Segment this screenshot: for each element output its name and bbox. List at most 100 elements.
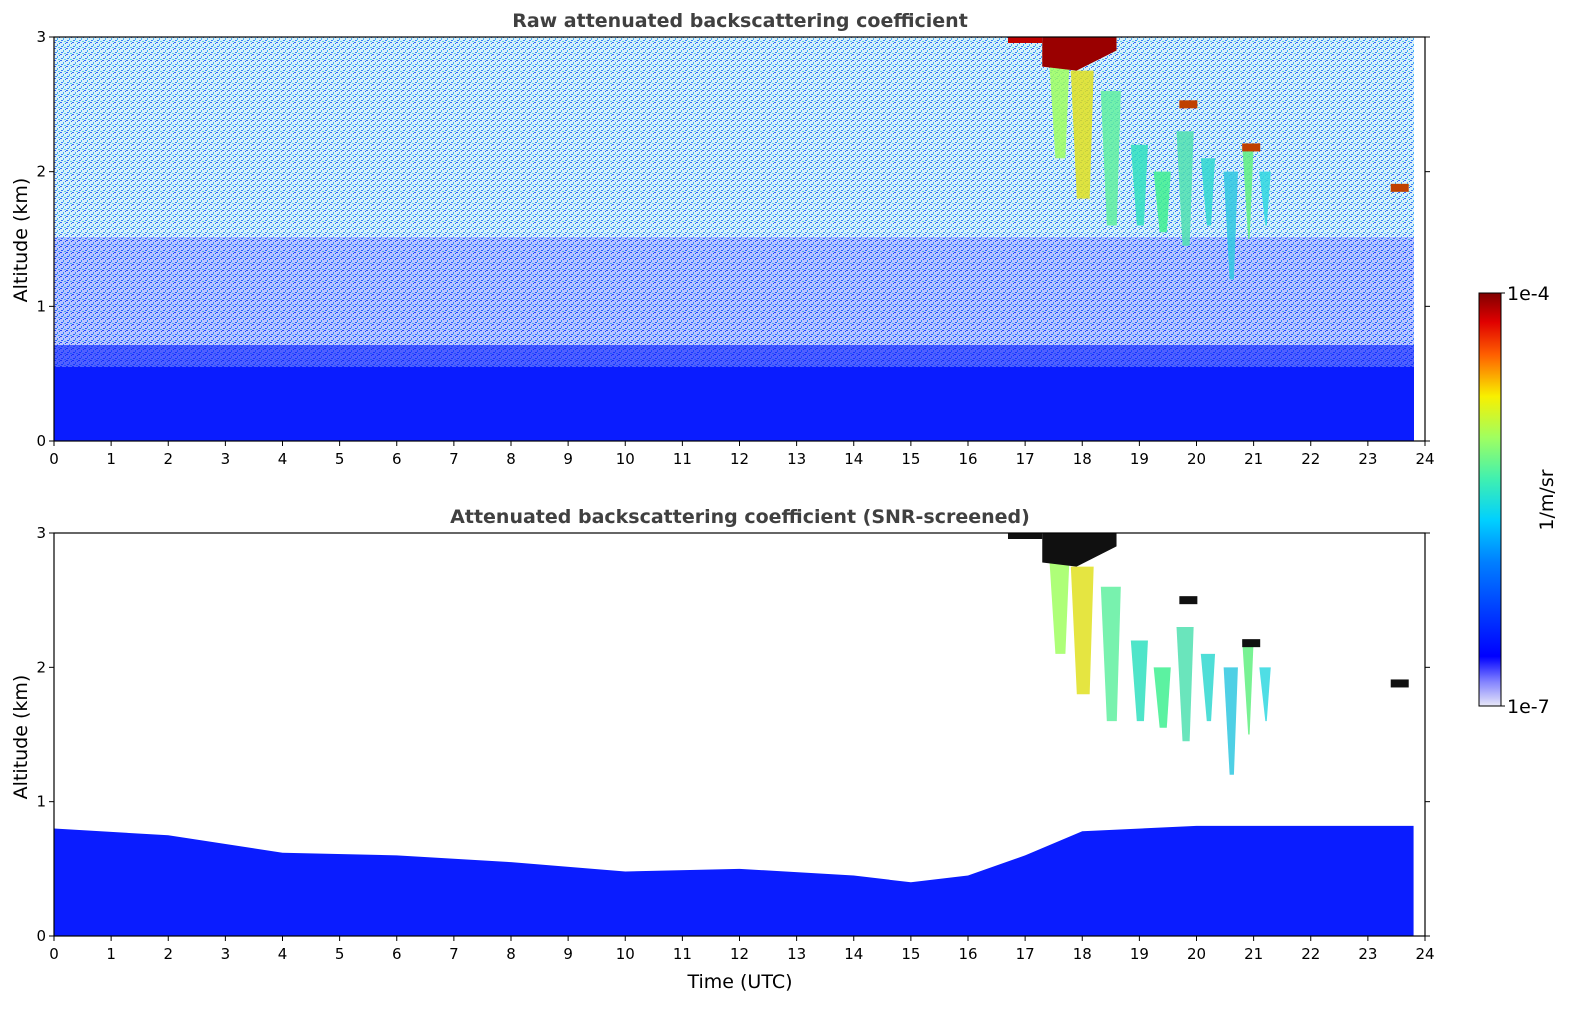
x-tick-label: 9 [563, 450, 573, 468]
cloud-virga-raw [1007, 37, 1409, 280]
x-tick-label: 11 [673, 450, 692, 468]
y-axis-snr: 0 1 2 3 [36, 524, 1430, 945]
x-tick-label: 17 [1016, 945, 1035, 963]
x-tick-label: 3 [221, 945, 231, 963]
colorbar-max-label: 1e-4 [1507, 283, 1550, 305]
x-tick-label: 7 [449, 945, 459, 963]
cloud-streak [1242, 640, 1254, 735]
panel-snr: Attenuated backscattering coefficient (S… [10, 506, 1435, 993]
x-tick-label: 7 [449, 450, 459, 468]
cloud-streak [1100, 586, 1121, 722]
x-tick-label: 20 [1187, 450, 1206, 468]
y-tick-label: 2 [36, 163, 46, 181]
panel-raw: Raw attenuated backscattering coefficien… [10, 10, 1435, 468]
cloud-streak [1200, 158, 1216, 226]
y-tick-label: 1 [36, 793, 46, 811]
x-tick-label: 4 [278, 450, 288, 468]
x-tick-label: 13 [787, 450, 806, 468]
cloud-streak [1223, 667, 1238, 775]
surface-aerosol-layer [54, 367, 1414, 441]
colorbar-gradient [1478, 292, 1502, 707]
x-axis-raw: 0 1 2 3 4 5 6 7 8 9 10 11 12 13 14 15 16 17 18 19 20 21 22 23 24 [49, 441, 1435, 468]
cloud-top-fragment [1007, 37, 1043, 43]
cloud-streak [1070, 566, 1094, 695]
colorbar-label: 1/m/sr [1536, 469, 1558, 530]
x-tick-label: 19 [1130, 450, 1149, 468]
x-tick-label: 23 [1358, 450, 1377, 468]
y-axis-label-raw: Altitude (km) [10, 178, 32, 303]
cloud-streak [1153, 667, 1171, 728]
x-tick-label: 20 [1187, 945, 1206, 963]
y-tick-label: 3 [36, 524, 46, 542]
x-tick-label: 23 [1358, 945, 1377, 963]
x-tick-label: 0 [49, 945, 59, 963]
cloud-streak [1176, 131, 1194, 246]
x-tick-label: 9 [563, 945, 573, 963]
x-tick-label: 14 [844, 450, 863, 468]
boundary-layer [54, 825, 1414, 936]
panel-title-raw: Raw attenuated backscattering coefficien… [512, 10, 968, 32]
x-tick-label: 11 [673, 945, 692, 963]
cloud-streak [1153, 171, 1171, 233]
cloud-patch [1242, 143, 1261, 152]
x-axis-label: Time (UTC) [686, 971, 792, 993]
x-tick-label: 21 [1244, 450, 1263, 468]
plot-area-raw [53, 36, 1426, 442]
y-axis-raw: 0 1 2 3 [36, 28, 1430, 450]
x-tick-label: 15 [901, 945, 920, 963]
x-tick-label: 18 [1073, 450, 1092, 468]
x-tick-label: 22 [1301, 450, 1320, 468]
cloud-streak [1200, 653, 1216, 722]
x-tick-label: 21 [1244, 945, 1263, 963]
cloud-streak [1049, 63, 1070, 159]
cloud-streak [1223, 171, 1238, 280]
y-tick-label: 2 [36, 658, 46, 676]
x-tick-label: 16 [958, 450, 977, 468]
x-tick-label: 10 [616, 450, 635, 468]
x-axis-snr: 0 1 2 3 4 5 6 7 8 9 10 11 12 13 14 15 16 17 18 19 20 21 22 23 24 [49, 936, 1435, 963]
x-tick-label: 0 [49, 450, 59, 468]
x-tick-label: 1 [106, 450, 116, 468]
colorbar-min-label: 1e-7 [1507, 696, 1550, 718]
x-tick-label: 13 [787, 945, 806, 963]
cloud-top-fragment [1007, 533, 1043, 539]
x-tick-label: 15 [901, 450, 920, 468]
x-tick-label: 22 [1301, 945, 1320, 963]
colorbar: 1e-4 1e-7 1/m/sr [1478, 283, 1558, 718]
cloud-streak [1176, 627, 1194, 742]
x-tick-label: 8 [506, 945, 516, 963]
x-tick-label: 14 [844, 945, 863, 963]
x-tick-label: 24 [1415, 450, 1434, 468]
y-tick-label: 1 [36, 297, 46, 315]
x-tick-label: 5 [335, 450, 345, 468]
cloud-streak [1100, 90, 1121, 226]
cloud-patch [1242, 639, 1261, 648]
y-axis-label-snr: Altitude (km) [10, 675, 32, 800]
x-tick-label: 4 [278, 945, 288, 963]
cloud-patch [1179, 596, 1198, 605]
y-tick-label: 0 [36, 927, 46, 945]
x-tick-label: 3 [221, 450, 231, 468]
plot-area-snr [53, 532, 1426, 937]
x-tick-label: 18 [1073, 945, 1092, 963]
cloud-streak [1070, 70, 1094, 199]
y-tick-label: 0 [36, 432, 46, 450]
cloud-streak [1049, 559, 1070, 654]
x-tick-label: 24 [1415, 945, 1434, 963]
x-tick-label: 2 [163, 450, 173, 468]
cloud-virga-snr [1007, 533, 1409, 775]
x-tick-label: 10 [616, 945, 635, 963]
cloud-streak [1259, 171, 1271, 226]
cloud-top-dense [1042, 533, 1117, 567]
x-tick-label: 5 [335, 945, 345, 963]
cloud-streak [1130, 144, 1148, 226]
cloud-streak [1259, 667, 1271, 722]
aerosol-transition [54, 345, 1414, 367]
x-tick-label: 8 [506, 450, 516, 468]
x-tick-label: 6 [392, 945, 402, 963]
cloud-top-dense [1042, 37, 1117, 71]
y-tick-label: 3 [36, 28, 46, 46]
cloud-patch [1179, 100, 1198, 109]
